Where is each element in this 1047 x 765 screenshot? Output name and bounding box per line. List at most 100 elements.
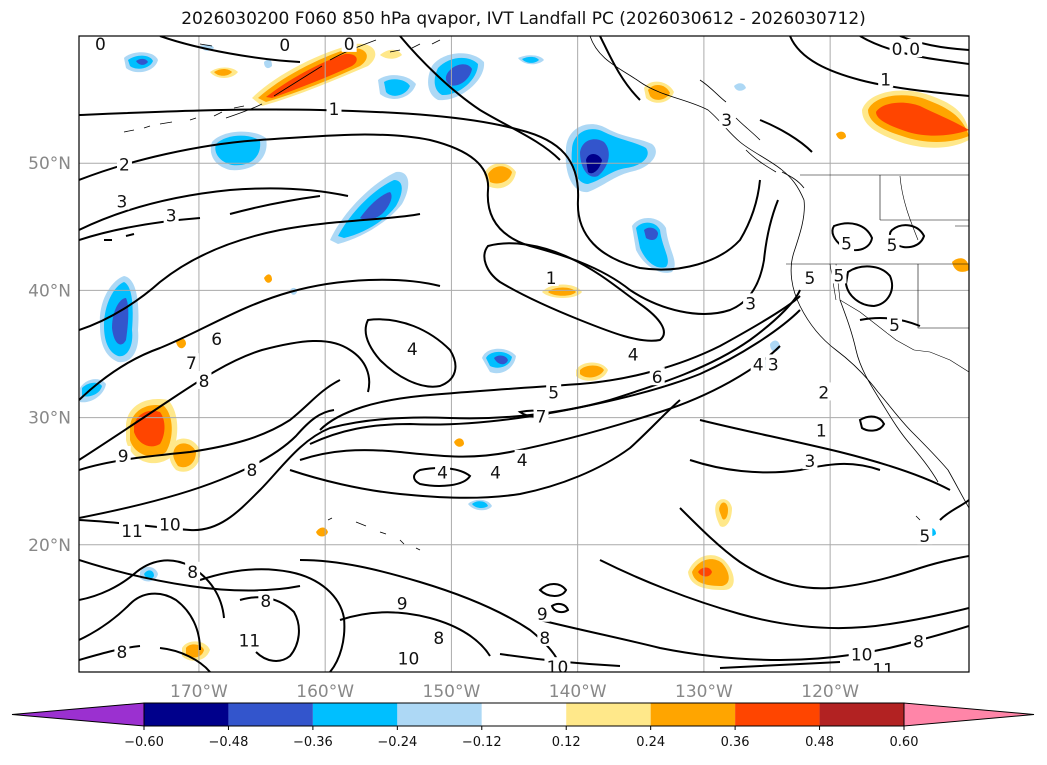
contour-label-bg [488,462,504,481]
latitude-labels: 50°N 40°N 30°N 20°N [28,154,71,556]
contour-label-bg [750,354,766,373]
contour-label-bg [848,644,875,663]
contour-label-bg [719,110,735,129]
contour-label: 2 [818,383,829,403]
colorbar-frame [143,702,905,727]
contour-label: 3 [805,452,816,472]
contour-label: 7 [536,408,547,428]
contour-label-bg [546,382,562,401]
contour-label: 11 [121,522,143,542]
contour-label: 11 [872,661,894,681]
contour-label-bg [907,38,923,57]
contour-label: 1 [329,100,340,120]
lon-label: 160°W [296,682,354,702]
contour-label: 8 [117,643,128,663]
contour-label: 3 [745,294,756,314]
contour-label: 10 [547,658,569,678]
contour-label: 6 [652,368,663,388]
contour-label-bg [394,593,410,612]
contour-label: 10 [398,649,420,669]
colorbar-tick-label: −0.36 [293,735,333,750]
lon-label: 150°W [423,682,481,702]
contour-label-bg [534,603,550,622]
colorbar-tick-label: 0.36 [721,735,750,750]
contour-label-bg [765,354,781,373]
lon-label: 140°W [549,682,607,702]
contour-label: 0 [909,40,920,60]
map-title: 2026030200 F060 850 hPa qvapor, IVT Land… [181,9,866,29]
colorbar-tick-label: 0.48 [805,735,834,750]
contour-label-bg [404,339,420,358]
contour-label: 5 [887,236,898,256]
contour-label-bg [514,449,530,468]
colorbar-tick-label: 0.24 [636,735,665,750]
contour-label-bg [544,657,571,672]
contour-label: 8 [187,563,198,583]
contour-label: 7 [186,354,197,374]
contour-label-bg [889,38,905,57]
colorbar-tick-label: 0.60 [890,735,919,750]
contour-label-bg [802,451,818,470]
contour-label-bg [114,641,130,660]
contour-label: 6 [211,330,222,350]
contour-label: 11 [239,631,261,651]
contour-label-bg [115,446,131,465]
colorbar-tick-label: −0.60 [124,735,164,750]
contour-label: 5 [548,383,559,403]
contour-label: 3 [117,193,128,213]
contour-label-bg [163,205,179,224]
plot-frame [78,35,970,673]
contour-label: 8 [260,592,271,612]
contour-label-bg [114,191,130,210]
contour-label-bg [431,627,447,646]
contour-label: 8 [913,633,924,653]
contour-label: 8 [539,629,550,649]
contour-label-bg [209,329,225,348]
contour-label: 1 [546,269,557,289]
colorbar-tick-label: −0.48 [209,735,249,750]
contour-label-bg [277,36,293,54]
contour-label: 1 [880,71,891,91]
contour-label: 0 [279,36,290,56]
colorbar-segment [397,703,482,726]
contour-label-bg [743,293,759,312]
contour-label: 5 [805,269,816,289]
colorbar-tick-label: −0.24 [377,735,417,750]
colorbar-extend-high [903,702,1035,727]
contour-label: 8 [433,629,444,649]
contour-label-bg [236,630,263,649]
contour-label: 4 [628,345,639,365]
lon-label: 170°W [170,682,228,702]
lon-label: 120°W [801,682,859,702]
contour-label: 5 [919,527,930,547]
colorbar-segment [481,703,567,726]
contour-label-bg [816,382,832,401]
contour-label-bg [831,265,847,284]
contour-label-bg [395,648,422,667]
contour-label: 3 [166,207,177,227]
contour-label: 1 [816,422,827,442]
contour-label: 0 [344,35,355,55]
contour-label: 9 [537,605,548,625]
contour-label: 0 [95,35,106,55]
contour-label: 9 [397,595,408,615]
contour-label-bg [136,671,163,672]
contour-label-bg [258,591,274,610]
contour-label: 3 [768,355,779,375]
colorbar-segment [735,703,820,726]
contour-label-bg [244,460,260,479]
contour-label: 10 [851,645,873,665]
contour-label-bg [625,344,641,363]
colorbar-segment [819,703,904,726]
contour-label-bg [116,154,132,173]
contour-label: 10 [159,516,181,536]
contour-label: 9 [118,447,129,467]
contour-label-bg [917,526,933,545]
contour-label-bg [884,234,900,253]
contour-label: 4 [407,340,418,360]
contour-label: 4 [517,451,528,471]
contour-label: 5 [834,266,845,286]
colorbar-segment [566,703,651,726]
colorbar-segment [144,703,229,726]
